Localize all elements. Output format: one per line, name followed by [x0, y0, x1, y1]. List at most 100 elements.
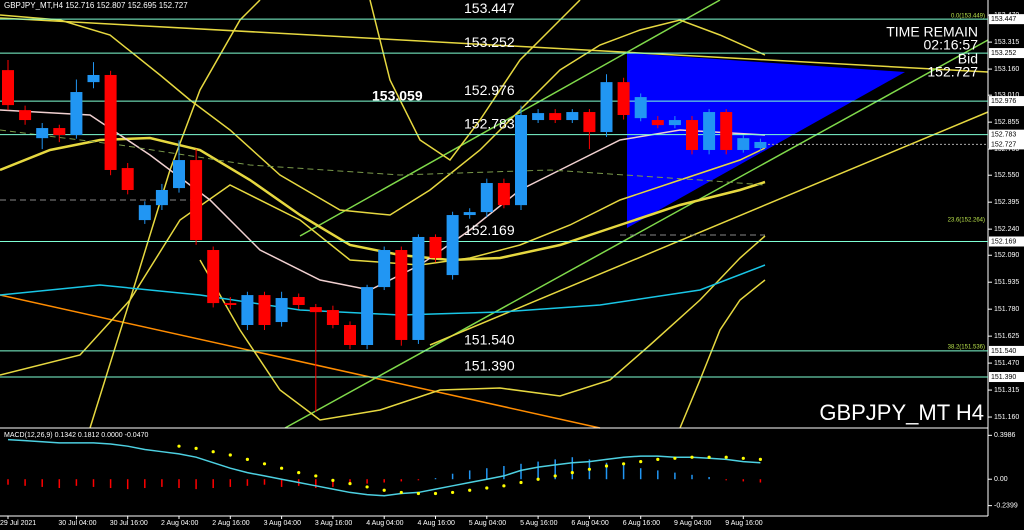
macd-title: MACD(12,26,9) 0.1342 0.1812 0.0000 -0.04…: [4, 432, 148, 439]
candle-body: [241, 295, 254, 326]
signal-dot: [724, 455, 728, 459]
candle-body: [686, 120, 698, 150]
candle-body: [395, 250, 408, 340]
y-tick-label: 152.395: [994, 199, 1019, 206]
signal-dot: [553, 474, 557, 478]
envelope: [369, 0, 581, 162]
x-tick-label: 30 Jul 04:00: [58, 520, 96, 527]
y-tick-label: 0.00: [994, 476, 1008, 483]
candle-body: [155, 189, 168, 206]
candle-body: [292, 296, 305, 305]
signal-dot: [451, 490, 455, 495]
fib-label: 0.0(153.449): [951, 14, 985, 20]
candle-body: [53, 128, 66, 136]
bid-axis-label: 152.727: [991, 141, 1016, 148]
bollinger-band: [0, 14, 766, 216]
candle-body: [258, 295, 271, 326]
signal-dot: [416, 491, 420, 496]
y-tick-label: 151.780: [994, 306, 1019, 313]
candle-body: [224, 303, 237, 305]
signal-dot: [690, 455, 694, 459]
signal-dot: [399, 490, 403, 495]
candle-body: [737, 138, 750, 150]
candle-body: [2, 70, 14, 106]
y-tick-label: 0.3986: [994, 432, 1016, 439]
x-tick-label: 5 Aug 04:00: [469, 520, 506, 527]
x-tick-label: 4 Aug 04:00: [366, 520, 403, 527]
y-tick-label: 151.935: [994, 279, 1019, 286]
signal-dot: [177, 444, 181, 448]
x-tick-label: 2 Aug 16:00: [212, 520, 249, 527]
axis-level-label: 153.252: [991, 50, 1016, 57]
level-label: 151.540: [464, 332, 515, 348]
candle-body: [36, 128, 49, 139]
axis-label-box: [989, 236, 1024, 247]
marker-label: 153.059: [372, 87, 423, 103]
x-tick-label: 3 Aug 04:00: [264, 520, 301, 527]
level-label: 152.783: [464, 115, 515, 131]
signal-dot: [570, 471, 574, 475]
axis-level-label: 152.169: [991, 238, 1016, 245]
candle-body: [104, 74, 117, 170]
x-tick-label: 30 Jul 16:00: [110, 520, 148, 527]
y-tick-label: 151.315: [994, 387, 1019, 394]
signal-dot: [758, 457, 763, 461]
signal-dot: [639, 459, 643, 464]
y-tick-label: 151.470: [994, 360, 1019, 367]
signal-dot: [245, 457, 249, 461]
trend-line: [284, 39, 989, 429]
axis-label-box: [989, 96, 1024, 107]
signal-dot: [280, 466, 284, 470]
candle-body: [668, 120, 681, 126]
x-tick-label: 6 Aug 16:00: [623, 520, 660, 527]
trend-line: [299, 0, 721, 237]
moving-average: [0, 109, 766, 291]
y-tick-label: 151.625: [994, 333, 1019, 340]
candle-body: [207, 250, 220, 304]
signal-dot: [348, 482, 352, 486]
signal-dot: [587, 467, 592, 471]
x-tick-label: 9 Aug 04:00: [674, 520, 711, 527]
signal-dot: [519, 480, 523, 485]
trend-line: [0, 17, 989, 73]
axis-level-label: 151.540: [991, 348, 1016, 355]
candle-body: [720, 112, 733, 150]
bid-value: 152.727: [927, 64, 978, 80]
signal-dot: [211, 450, 215, 454]
y-tick-label: 152.090: [994, 252, 1019, 259]
fib-label: 38.2(151.536): [948, 345, 985, 351]
envelope: [89, 0, 261, 429]
signal-dot: [433, 491, 438, 496]
candle-body: [70, 92, 83, 136]
x-tick-label: 9 Aug 16:00: [725, 520, 762, 527]
axis-level-label: 151.390: [991, 374, 1016, 381]
candle-body: [651, 120, 664, 126]
candle-body: [480, 183, 493, 213]
level-label: 153.447: [464, 0, 515, 16]
level-label: 152.169: [464, 222, 515, 238]
fib-label: 23.6(152.264): [948, 218, 985, 224]
candle-body: [173, 160, 185, 189]
y-tick-label: 152.700: [994, 146, 1019, 153]
header: GBPJPY_MT,H4 152.716 152.807 152.695 152…: [4, 1, 188, 10]
trend-line: [429, 111, 989, 346]
axis-label-box: [989, 372, 1024, 383]
trend-line: [0, 294, 601, 429]
signal-dot: [536, 477, 540, 481]
moving-average: [0, 129, 766, 186]
level-label: 151.390: [464, 358, 515, 374]
candle-body: [703, 112, 716, 150]
envelope: [679, 279, 766, 429]
triangle-pattern: [627, 53, 905, 228]
signal-dot: [656, 457, 660, 461]
candle-body: [617, 82, 630, 116]
y-tick-label: -0.2399: [994, 502, 1018, 509]
y-tick-label: 152.240: [994, 226, 1019, 233]
axis-label-box: [989, 129, 1024, 140]
x-tick-label: 2 Aug 04:00: [161, 520, 198, 527]
axis-level-label: 152.976: [991, 98, 1016, 105]
candle-body: [497, 183, 510, 206]
candle-body: [138, 205, 151, 221]
x-tick-label: 5 Aug 16:00: [520, 520, 557, 527]
